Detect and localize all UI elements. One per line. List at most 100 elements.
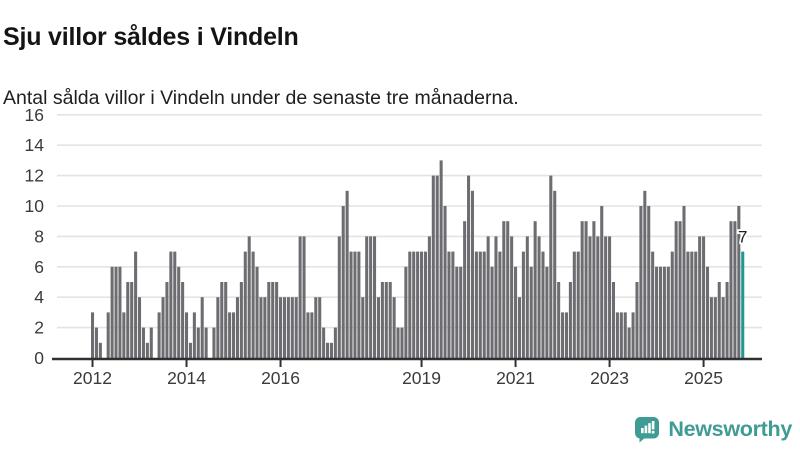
bar (255, 266, 259, 358)
bar (482, 251, 486, 358)
bar (130, 282, 134, 358)
bar (400, 327, 404, 358)
bar (420, 251, 424, 358)
bar (541, 251, 545, 358)
newsworthy-logo: Newsworthy (633, 415, 792, 443)
bar (514, 266, 518, 358)
bar (165, 282, 169, 358)
bar (510, 236, 514, 358)
bar (439, 160, 443, 358)
bar (110, 266, 114, 358)
bar (561, 312, 565, 358)
bar (294, 297, 298, 358)
bar (682, 206, 686, 358)
x-axis-tick-label: 2012 (73, 368, 112, 388)
bar (702, 236, 706, 358)
bar (635, 282, 639, 358)
bar (608, 236, 612, 358)
bar (725, 282, 729, 358)
bar (263, 297, 267, 358)
bar (713, 297, 717, 358)
bar (506, 221, 510, 358)
bar (655, 266, 659, 358)
bar (149, 327, 153, 358)
bar (600, 206, 604, 358)
bar (302, 236, 306, 358)
bar (486, 236, 490, 358)
bar (705, 266, 710, 358)
bar (596, 236, 600, 358)
x-axis-tick-label: 2014 (167, 368, 206, 388)
bar (580, 221, 584, 358)
bar (666, 266, 670, 358)
bar (326, 342, 330, 358)
bar (427, 236, 431, 358)
bar (341, 206, 345, 358)
bar (192, 312, 196, 358)
bar (416, 251, 420, 358)
bar (275, 282, 279, 358)
bar (239, 282, 243, 358)
bar (271, 282, 275, 358)
bar (306, 312, 310, 358)
bar (467, 175, 471, 358)
bar (141, 327, 145, 358)
bar (365, 236, 369, 358)
bar (604, 236, 608, 358)
bar (557, 282, 561, 358)
bar (698, 236, 702, 358)
y-axis-tick-label: 10 (25, 196, 45, 216)
bar (435, 175, 439, 358)
bar (517, 297, 522, 358)
bar (228, 312, 232, 358)
bar (584, 221, 588, 358)
bar (138, 297, 142, 358)
bar (106, 312, 110, 358)
x-axis-tick-label: 2019 (402, 368, 441, 388)
bar (670, 251, 674, 358)
x-axis-tick-label: 2023 (590, 368, 629, 388)
bar (619, 312, 623, 358)
bar (576, 251, 580, 358)
bar (224, 282, 228, 358)
bar (118, 266, 122, 358)
bar (498, 251, 502, 358)
bar (373, 236, 377, 358)
bar (737, 206, 741, 358)
x-axis-tick-label: 2025 (684, 368, 723, 388)
bar (349, 251, 353, 358)
bar (459, 266, 463, 358)
bar (474, 251, 478, 358)
bar (310, 312, 314, 358)
y-axis-tick-label: 0 (34, 348, 44, 368)
bar (279, 297, 283, 358)
bar (404, 266, 408, 358)
bar (568, 282, 572, 358)
bar (345, 190, 349, 358)
bar (396, 327, 400, 358)
bar (318, 297, 322, 358)
bar (204, 327, 208, 358)
bar (380, 282, 384, 358)
bar (169, 251, 173, 358)
bar (463, 221, 467, 358)
x-axis-tick-label: 2016 (261, 368, 300, 388)
bar (643, 190, 647, 358)
bar (588, 236, 592, 358)
bar (490, 266, 494, 358)
bar (733, 221, 737, 358)
bar (686, 251, 690, 358)
bar (521, 251, 525, 358)
bar (177, 266, 181, 358)
bar (694, 251, 698, 358)
bar (443, 206, 447, 358)
bar (235, 297, 239, 358)
bar (232, 312, 236, 358)
bar (388, 282, 392, 358)
bar (529, 266, 533, 358)
bar (290, 297, 294, 358)
chart-subtitle: Antal sålda villor i Vindeln under de se… (3, 86, 519, 109)
bar (243, 251, 247, 358)
bar (314, 297, 318, 358)
